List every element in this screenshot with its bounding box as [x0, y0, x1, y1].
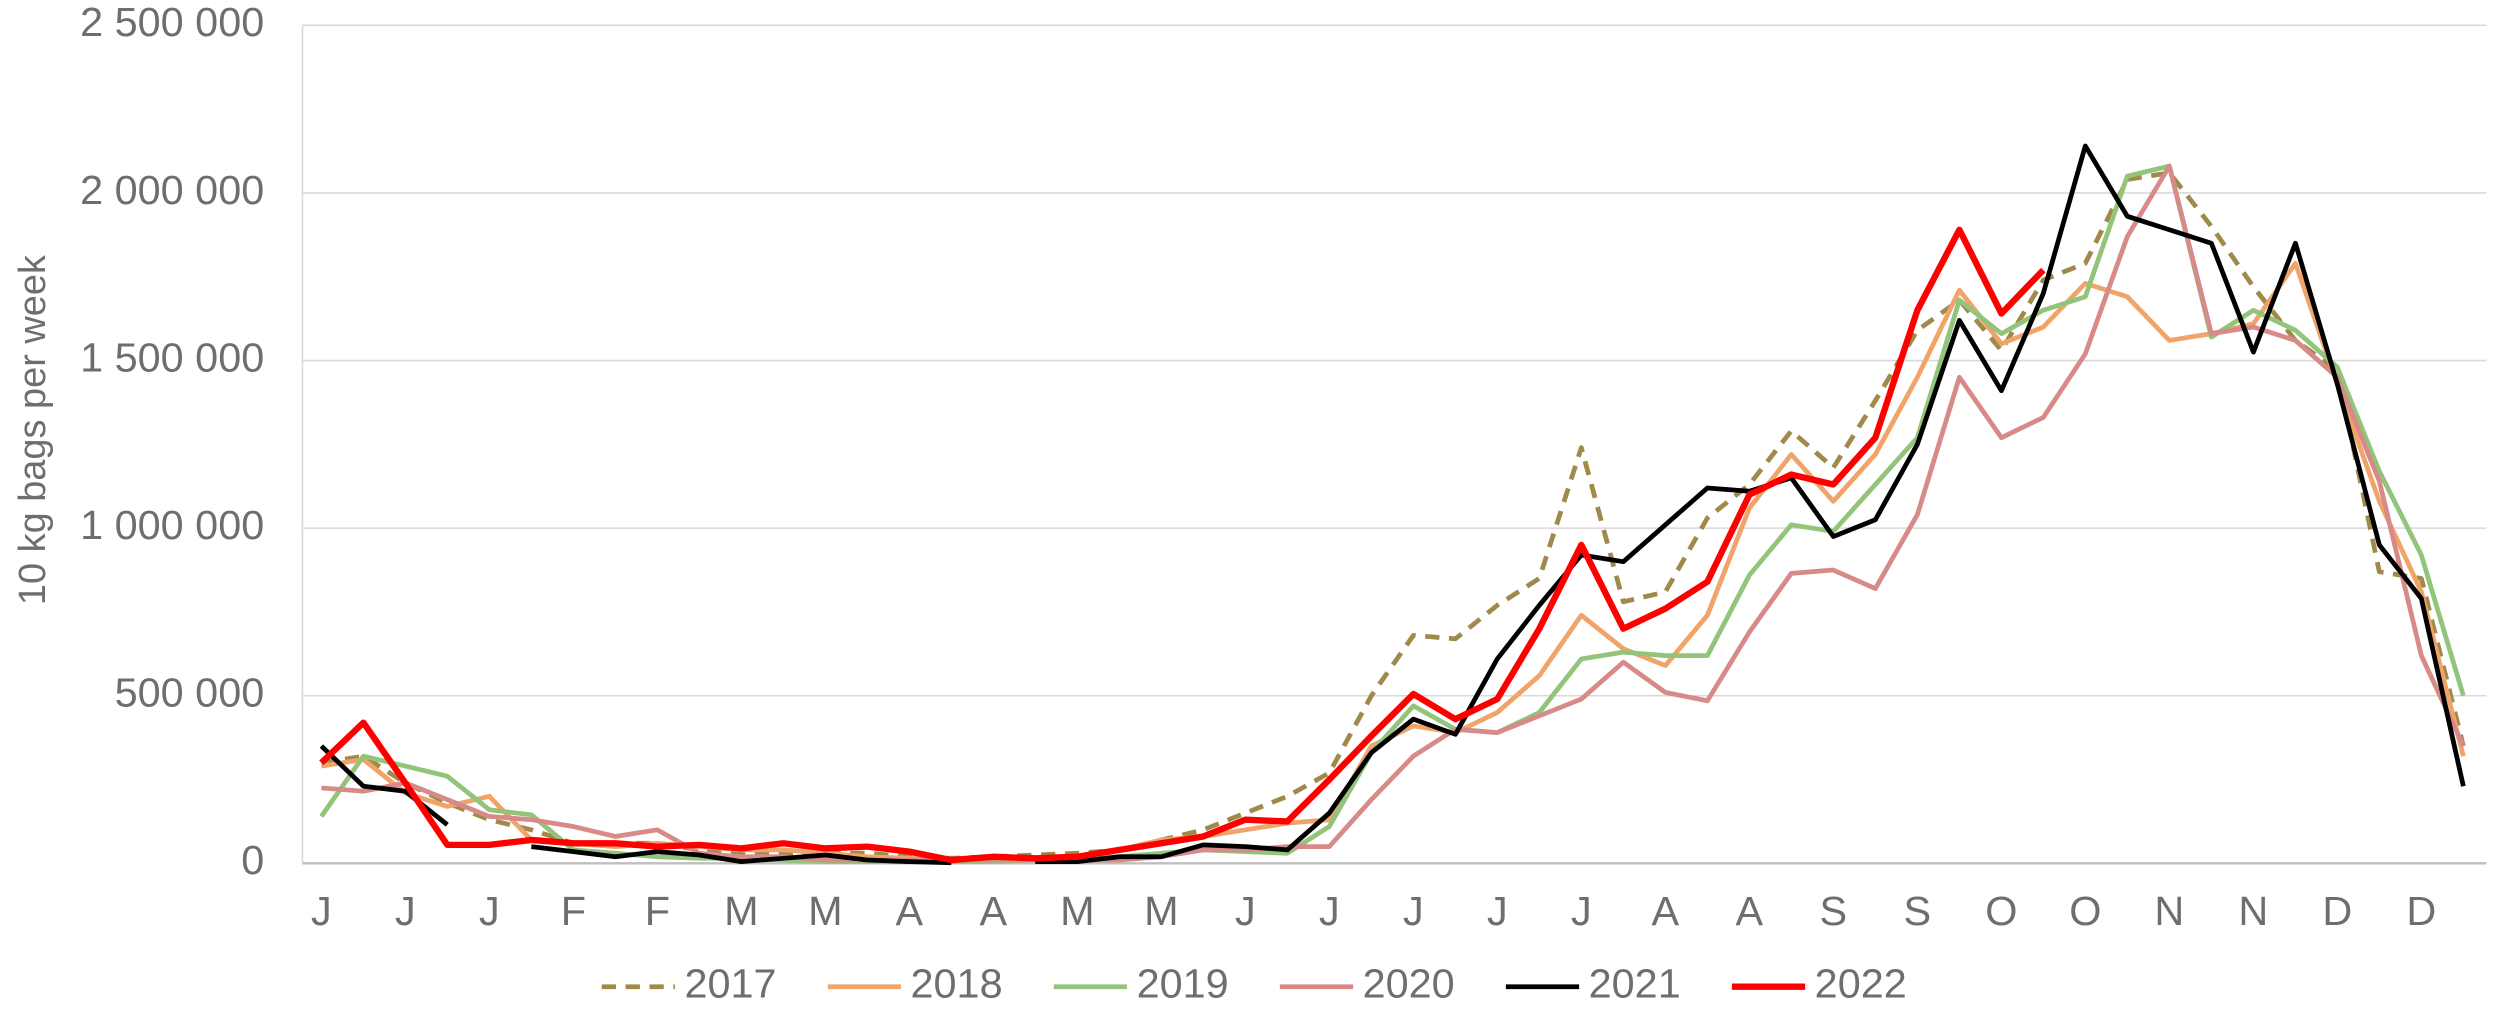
series-line	[321, 170, 2466, 861]
x-tick-label: J	[1487, 888, 1508, 934]
series-line	[319, 163, 2466, 864]
y-tick-label: 0	[241, 837, 264, 883]
x-tick-label: D	[2406, 888, 2436, 934]
x-tick-label: J	[1571, 888, 1592, 934]
x-tick-label: M	[724, 888, 758, 934]
x-tick-label: A	[1652, 888, 1680, 934]
x-tick-label: S	[1904, 888, 1932, 934]
legend-label: 2019	[1137, 961, 1229, 1007]
x-tick-label: A	[1736, 888, 1764, 934]
series-line	[321, 163, 2466, 863]
legend-label: 2020	[1363, 961, 1455, 1007]
x-tick-label: J	[395, 888, 416, 934]
x-tick-label: N	[2154, 888, 2184, 934]
x-tick-label: O	[1985, 888, 2017, 934]
x-tick-label: M	[808, 888, 842, 934]
x-tick-label: A	[980, 888, 1008, 934]
x-tick-label: O	[2069, 888, 2101, 934]
y-tick-label: 500 000	[115, 670, 265, 716]
series-line	[319, 226, 2046, 864]
y-tick-label: 2 500 000	[80, 0, 264, 45]
legend-label: 2021	[1589, 961, 1681, 1007]
x-tick-label: D	[2322, 888, 2352, 934]
x-tick-label: J	[479, 888, 500, 934]
legend-label: 2022	[1815, 961, 1907, 1007]
y-tick-label: 1 000 000	[80, 502, 264, 548]
x-tick-label: J	[1235, 888, 1256, 934]
x-tick-label: A	[896, 888, 924, 934]
series-line	[321, 260, 2466, 863]
series-line	[319, 143, 2466, 866]
x-tick-label: J	[1403, 888, 1424, 934]
x-tick-label: F	[561, 888, 586, 934]
x-tick-label: J	[1319, 888, 1340, 934]
legend-label: 2018	[911, 961, 1003, 1007]
y-tick-label: 2 000 000	[80, 167, 264, 213]
x-tick-label: J	[311, 888, 332, 934]
y-tick-label: 1 500 000	[80, 335, 264, 381]
x-tick-label: S	[1820, 888, 1848, 934]
x-tick-label: F	[645, 888, 670, 934]
x-tick-label: M	[1144, 888, 1178, 934]
y-axis-label: 10 kg bags per week	[12, 254, 54, 605]
x-tick-label: N	[2238, 888, 2268, 934]
legend-label: 2017	[684, 961, 776, 1007]
x-tick-label: M	[1060, 888, 1094, 934]
